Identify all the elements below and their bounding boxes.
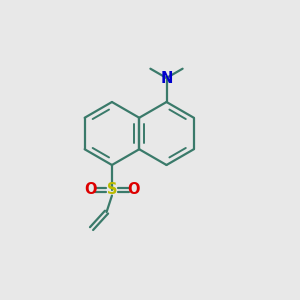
Text: N: N bbox=[160, 70, 173, 86]
Text: O: O bbox=[127, 182, 140, 197]
Text: S: S bbox=[107, 182, 117, 197]
Text: O: O bbox=[84, 182, 97, 197]
